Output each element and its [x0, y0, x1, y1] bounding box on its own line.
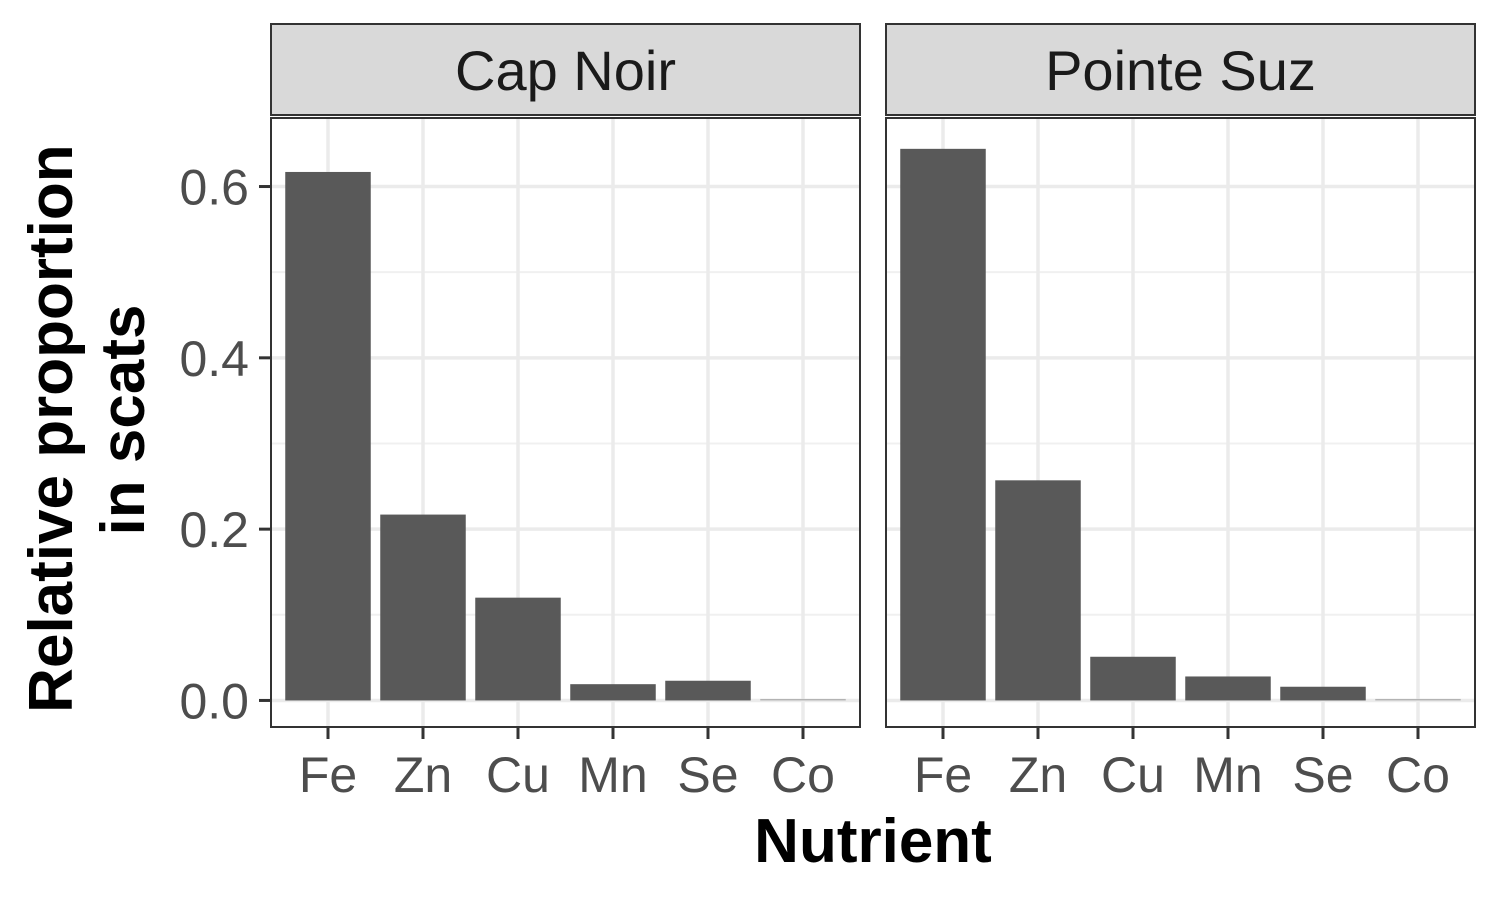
bar-zn [995, 480, 1081, 701]
facet-panel: Pointe Suz Fe Zn Cu Mn Se Co [885, 23, 1476, 803]
x-tick-label: Cu [486, 747, 550, 803]
bar-se [1280, 686, 1366, 701]
y-axis: 0.0 0.2 0.4 0.6 [179, 160, 271, 729]
bar-se [665, 680, 751, 701]
bar-mn [570, 684, 656, 701]
panel-border [885, 117, 1476, 728]
bar-co [760, 698, 846, 701]
x-tick-label: Se [1292, 747, 1353, 803]
bar-mn [1185, 676, 1271, 701]
y-tick-label: 0.2 [179, 502, 249, 558]
x-tick-label: Fe [914, 747, 972, 803]
bar-fe [285, 171, 371, 701]
facet-strip [270, 23, 861, 116]
y-axis-title-line-2: in scats [89, 305, 158, 536]
panels-layer: Cap Noir Fe Zn Cu Mn Se Co Pointe Suz Fe Zn Cu Mn Se… [270, 23, 1476, 803]
y-axis-title-line-1: Relative proportion [17, 144, 86, 712]
x-tick-label: Mn [1193, 747, 1262, 803]
facet-strip-label: Pointe Suz [1045, 39, 1316, 102]
y-axis-title: Relative proportion in scats [17, 127, 158, 713]
panel-border [270, 117, 861, 728]
facet-panel: Cap Noir Fe Zn Cu Mn Se Co [270, 23, 861, 803]
x-tick-label: Cu [1101, 747, 1165, 803]
x-tick-label: Co [1386, 747, 1450, 803]
bar-cu [475, 597, 561, 701]
x-tick-label: Zn [394, 747, 452, 803]
facet-strip [885, 23, 1476, 116]
bar-cu [1090, 656, 1176, 701]
y-tick-label: 0.4 [179, 331, 249, 387]
y-tick-label: 0.6 [179, 160, 249, 216]
x-tick-label: Mn [578, 747, 647, 803]
bar-fe [900, 148, 986, 701]
y-tick-label: 0.0 [179, 673, 249, 729]
x-tick-label: Fe [299, 747, 357, 803]
x-tick-label: Se [677, 747, 738, 803]
bar-co [1375, 698, 1461, 701]
facet-strip-label: Cap Noir [455, 39, 676, 102]
bar-zn [380, 514, 466, 701]
x-tick-label: Zn [1009, 747, 1067, 803]
x-tick-label: Co [771, 747, 835, 803]
x-axis-title: Nutrient [754, 807, 992, 876]
